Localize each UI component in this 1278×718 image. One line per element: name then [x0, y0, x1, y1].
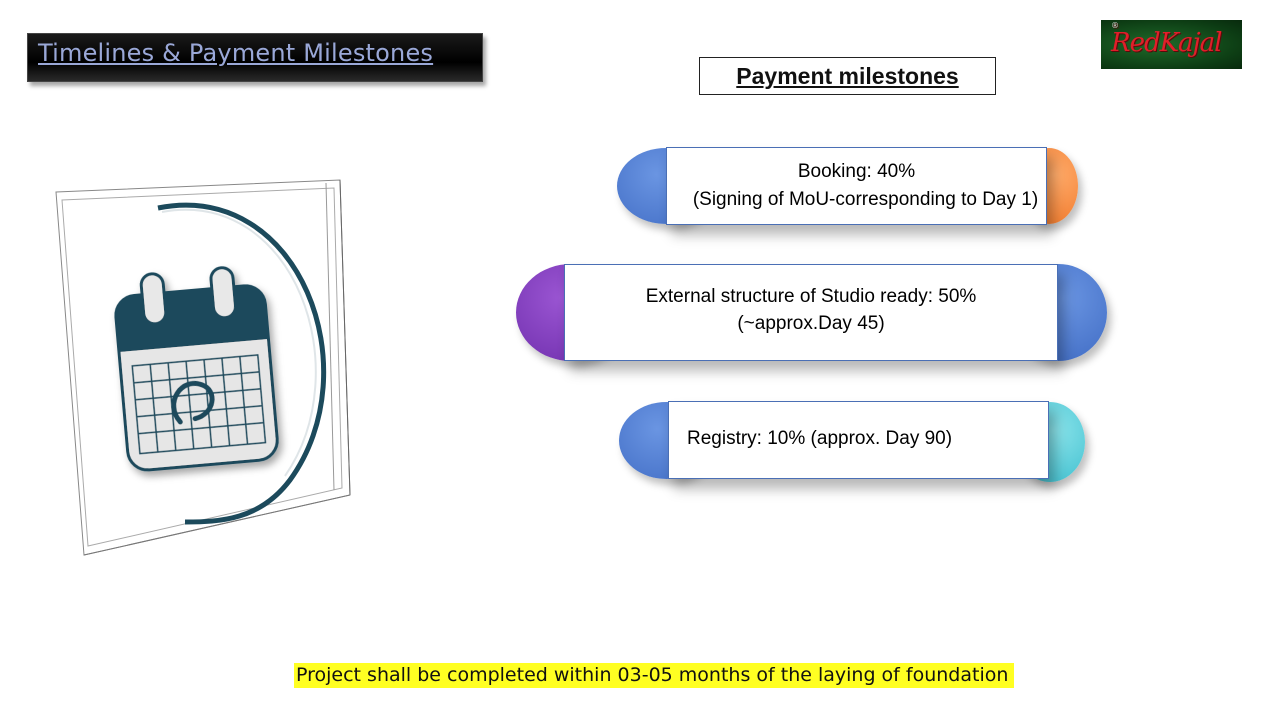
slide-title-box: Timelines & Payment Milestones [27, 33, 483, 82]
milestone-2-box: External structure of Studio ready: 50% … [564, 264, 1058, 361]
milestone-1-line2: (Signing of MoU-corresponding to Day 1) [692, 189, 1039, 210]
milestone-2-line1: External structure of Studio ready: 50% [645, 286, 977, 307]
logo-text: RedKajal [1111, 28, 1222, 58]
milestone-1-box: Booking: 40% (Signing of MoU-correspondi… [666, 147, 1047, 225]
milestone-1-line1: Booking: 40% [797, 161, 916, 182]
slide-title: Timelines & Payment Milestones [38, 39, 434, 67]
milestone-3-line1: Registry: 10% (approx. Day 90) [687, 428, 953, 449]
payment-milestones-heading: Payment milestones [699, 57, 996, 95]
footer-note: Project shall be completed within 03-05 … [294, 663, 1015, 688]
calendar-illustration [40, 170, 360, 575]
brand-logo: RedKajal ® [1101, 20, 1242, 69]
payment-milestones-heading-text: Payment milestones [736, 63, 959, 89]
milestone-3-box: Registry: 10% (approx. Day 90) [668, 401, 1049, 479]
milestone-2-line2: (~approx.Day 45) [737, 313, 885, 334]
calendar-icon [55, 179, 351, 556]
logo-registered-mark: ® [1111, 21, 1119, 30]
